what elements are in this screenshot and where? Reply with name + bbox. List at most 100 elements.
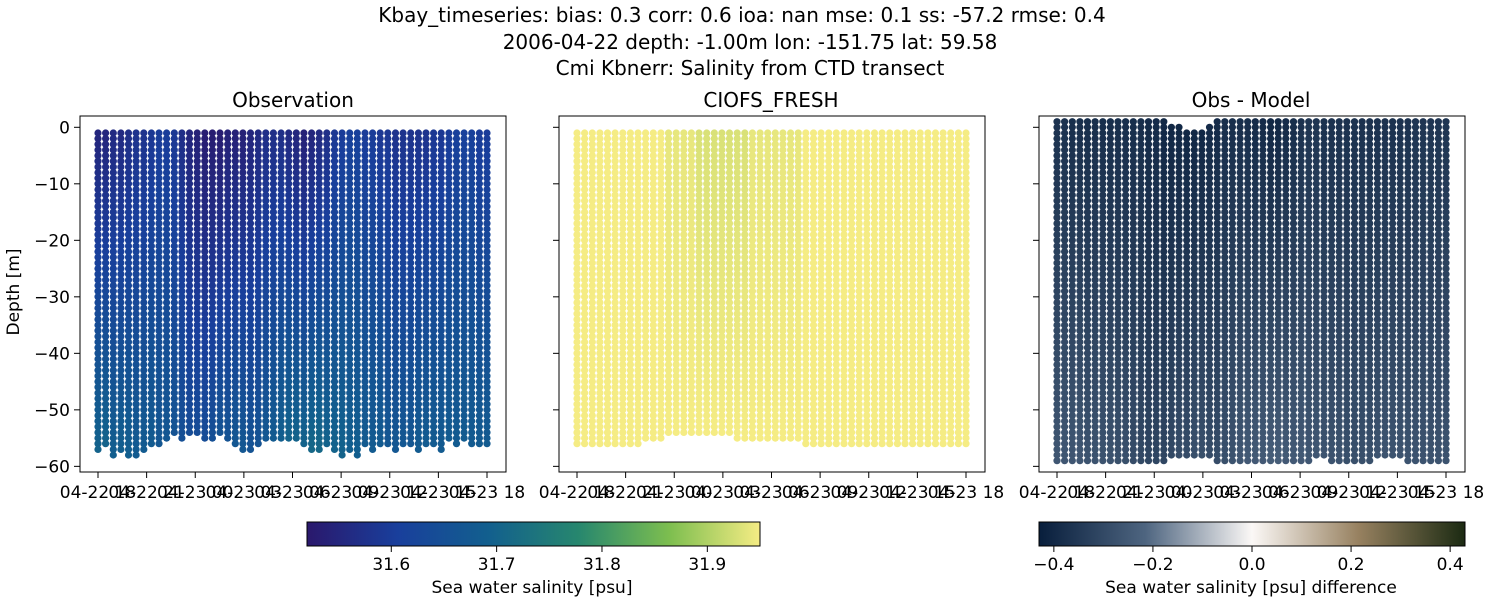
data-point bbox=[124, 315, 133, 323]
data-point bbox=[208, 344, 216, 352]
data-point bbox=[132, 185, 140, 194]
data-point bbox=[132, 298, 140, 307]
data-point bbox=[208, 400, 216, 408]
data-point bbox=[178, 219, 186, 227]
data-point bbox=[163, 423, 171, 431]
y-tick-label: 0 bbox=[59, 118, 70, 138]
data-point bbox=[109, 281, 117, 290]
data-point bbox=[155, 287, 163, 295]
data-point bbox=[163, 253, 171, 261]
data-point bbox=[216, 129, 224, 137]
data-point bbox=[216, 394, 224, 403]
data-point bbox=[224, 338, 232, 346]
data-point bbox=[178, 276, 186, 284]
data-point bbox=[102, 287, 110, 295]
data-point bbox=[94, 214, 102, 222]
data-point bbox=[163, 361, 171, 369]
data-point bbox=[117, 152, 125, 160]
data-point bbox=[231, 248, 239, 256]
data-point bbox=[445, 434, 453, 442]
data-point bbox=[117, 366, 125, 374]
data-point bbox=[170, 355, 178, 363]
data-point bbox=[102, 378, 110, 386]
data-point bbox=[94, 298, 102, 307]
data-point bbox=[163, 140, 171, 148]
data-point bbox=[216, 406, 224, 414]
data-point bbox=[193, 298, 201, 307]
data-point bbox=[140, 276, 148, 284]
data-point bbox=[185, 129, 194, 137]
data-point bbox=[224, 214, 232, 222]
data-point bbox=[140, 231, 148, 239]
data-point bbox=[102, 140, 110, 148]
data-point bbox=[224, 231, 232, 239]
data-point bbox=[178, 434, 186, 442]
data-point bbox=[147, 248, 155, 256]
data-point bbox=[201, 355, 209, 363]
data-point bbox=[231, 265, 239, 273]
data-point bbox=[147, 440, 155, 448]
data-point bbox=[109, 152, 117, 160]
data-point bbox=[201, 310, 209, 318]
data-point bbox=[117, 270, 125, 278]
data-point bbox=[155, 197, 163, 205]
data-point bbox=[163, 214, 171, 222]
data-point bbox=[185, 265, 194, 273]
data-point bbox=[170, 406, 178, 414]
data-point bbox=[147, 344, 155, 352]
data-point bbox=[94, 315, 102, 323]
data-point bbox=[231, 321, 239, 329]
data-point bbox=[140, 327, 148, 335]
data-point bbox=[201, 411, 209, 420]
data-point bbox=[330, 445, 339, 453]
data-point bbox=[109, 327, 117, 335]
data-point bbox=[117, 355, 125, 363]
data-point bbox=[124, 434, 133, 442]
data-point bbox=[687, 428, 696, 436]
data-point bbox=[94, 338, 102, 346]
data-point bbox=[117, 208, 125, 216]
data-point bbox=[132, 287, 140, 295]
data-point bbox=[132, 440, 140, 448]
data-point bbox=[147, 428, 155, 436]
data-point bbox=[201, 434, 209, 442]
data-point bbox=[147, 378, 155, 386]
data-point bbox=[147, 191, 155, 199]
data-point bbox=[178, 146, 186, 154]
data-point bbox=[178, 191, 186, 199]
data-point bbox=[140, 180, 148, 188]
data-point bbox=[170, 185, 178, 194]
data-point bbox=[185, 197, 194, 205]
data-point bbox=[208, 332, 216, 340]
data-point bbox=[155, 434, 163, 442]
data-point bbox=[109, 231, 117, 239]
data-point bbox=[155, 417, 163, 425]
data-point bbox=[170, 157, 178, 165]
data-point bbox=[147, 394, 155, 403]
data-point bbox=[132, 315, 140, 323]
data-point bbox=[124, 394, 133, 403]
data-point bbox=[140, 225, 148, 233]
data-point bbox=[178, 338, 186, 346]
data-point bbox=[140, 163, 148, 171]
data-point bbox=[102, 259, 110, 267]
data-point bbox=[163, 293, 171, 301]
data-point bbox=[224, 304, 232, 312]
data-point bbox=[201, 293, 209, 301]
data-point bbox=[787, 434, 795, 442]
data-point bbox=[771, 434, 779, 442]
data-point bbox=[132, 248, 140, 256]
data-point bbox=[155, 349, 163, 357]
data-point bbox=[132, 129, 140, 137]
data-point bbox=[124, 411, 133, 420]
data-point bbox=[124, 265, 133, 273]
data-point bbox=[94, 253, 102, 261]
data-point bbox=[178, 214, 186, 222]
data-point bbox=[117, 157, 125, 165]
data-point bbox=[193, 349, 201, 357]
data-point bbox=[117, 400, 125, 408]
data-point bbox=[216, 315, 224, 323]
data-point bbox=[124, 298, 133, 307]
data-point bbox=[109, 383, 117, 391]
data-point bbox=[216, 168, 224, 177]
